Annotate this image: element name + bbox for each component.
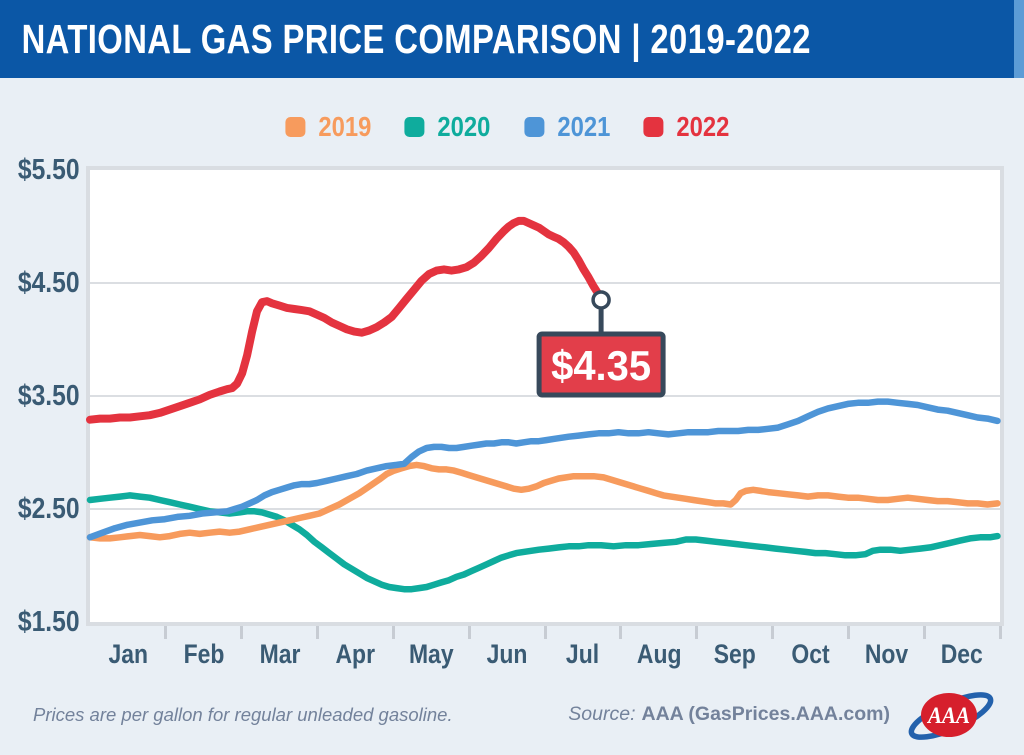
- x-axis-tick: [846, 626, 850, 639]
- legend-item-2022: 2022: [643, 112, 738, 142]
- x-axis-label-oct: Oct: [772, 640, 848, 668]
- x-axis-label-jul: Jul: [545, 640, 621, 668]
- source-prefix: Source:: [568, 703, 636, 725]
- header-bar: NATIONAL GAS PRICE COMPARISON | 2019-202…: [0, 0, 1024, 78]
- y-axis-label-text: $2.50: [18, 493, 80, 525]
- x-axis-tick: [316, 626, 319, 639]
- chart-canvas: $4.35: [86, 216, 1001, 593]
- y-axis-label: $2.50: [0, 494, 80, 524]
- x-axis-label-feb: Feb: [166, 640, 242, 668]
- logo-text: AAA: [926, 703, 970, 728]
- x-axis-label-sep: Sep: [697, 640, 773, 668]
- legend-swatch-2022: [643, 117, 664, 137]
- x-axis-label-mar: Mar: [242, 640, 318, 668]
- x-axis-label-may: May: [393, 640, 469, 668]
- x-axis-tick: [695, 626, 699, 639]
- x-axis-label-text: Aug: [636, 639, 682, 669]
- y-axis-label-text: $4.50: [18, 267, 80, 299]
- x-axis-tick: [771, 626, 774, 639]
- x-axis-label-text: Mar: [259, 639, 300, 669]
- x-axis-tick: [998, 626, 1002, 639]
- y-axis-label: $4.50: [0, 268, 80, 298]
- x-axis-label-text: Jul: [566, 639, 600, 669]
- y-axis-label: $3.50: [0, 381, 80, 411]
- callout-label: $4.35: [551, 342, 651, 389]
- legend-item-2021: 2021: [524, 112, 619, 142]
- y-axis-label-text: $5.50: [18, 154, 80, 186]
- x-axis-label-jun: Jun: [469, 640, 545, 668]
- x-axis-label-aug: Aug: [621, 640, 697, 668]
- x-axis-label-text: Oct: [791, 639, 830, 669]
- footnote: Prices are per gallon for regular unlead…: [33, 704, 453, 725]
- x-axis-tick: [240, 626, 244, 639]
- legend-swatch-2020: [404, 117, 425, 137]
- legend-label-2022: 2022: [676, 111, 730, 142]
- series-line-2020: [86, 492, 1001, 593]
- logo-oval: [921, 693, 977, 737]
- x-axis-label-nov: Nov: [848, 640, 924, 668]
- page-title: NATIONAL GAS PRICE COMPARISON | 2019-202…: [21, 15, 811, 62]
- series-line-2021: [86, 398, 1001, 541]
- y-axis-label: $1.50: [0, 607, 80, 637]
- x-axis-tick: [391, 626, 395, 639]
- legend-label-2019: 2019: [318, 111, 372, 142]
- x-axis-label-text: Sep: [713, 639, 756, 669]
- x-axis-label-text: Jan: [108, 639, 148, 669]
- legend-swatch-2019: [285, 117, 306, 137]
- x-axis-label-dec: Dec: [924, 640, 1000, 668]
- legend-item-2019: 2019: [285, 112, 380, 142]
- legend-label-2021: 2021: [557, 111, 610, 142]
- source-name: AAA (GasPrices.AAA.com): [641, 703, 890, 725]
- series-line-2022: [86, 216, 606, 424]
- legend-swatch-2021: [524, 117, 544, 137]
- date-box: 07/25/22: [1013, 0, 1024, 78]
- legend-item-2020: 2020: [404, 111, 500, 142]
- x-axis-label-text: Nov: [864, 639, 908, 669]
- x-axis-tick: [543, 626, 547, 639]
- aaa-logo: AAA: [904, 684, 996, 748]
- chart-legend: 2019 2020 2021 2022: [285, 112, 738, 142]
- callout-endpoint-marker: [591, 290, 611, 310]
- x-axis-tick: [164, 626, 168, 639]
- callout-box: [536, 331, 666, 398]
- x-axis-label-text: Apr: [335, 639, 376, 669]
- x-axis-tick: [619, 626, 623, 639]
- series-line-2019: [86, 461, 1001, 542]
- y-axis-label-text: $1.50: [18, 606, 80, 638]
- x-axis-tick: [467, 626, 471, 639]
- x-axis-label-text: May: [408, 639, 454, 669]
- x-axis-tick: [922, 626, 926, 639]
- source-text: Source: AAA (GasPrices.AAA.com): [568, 703, 890, 726]
- x-axis-label-text: Jun: [486, 639, 528, 669]
- x-axis-label-text: Feb: [183, 639, 225, 669]
- legend-label-2020: 2020: [437, 111, 491, 142]
- x-axis-label-apr: Apr: [317, 640, 393, 668]
- x-axis-label-text: Dec: [941, 639, 984, 669]
- y-axis-label: $5.50: [0, 155, 80, 185]
- title-bar: NATIONAL GAS PRICE COMPARISON | 2019-202…: [0, 0, 1014, 78]
- y-axis-label-text: $3.50: [18, 380, 80, 412]
- x-axis-label-jan: Jan: [90, 640, 166, 668]
